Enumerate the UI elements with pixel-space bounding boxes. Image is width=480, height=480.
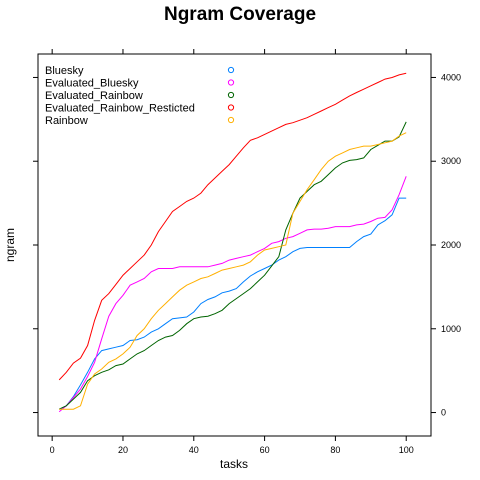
y-tick-label: 3000: [441, 156, 461, 166]
legend: BlueskyEvaluated_BlueskyEvaluated_Rainbo…: [45, 65, 235, 127]
legend-marker: [227, 79, 235, 86]
legend-label: Evaluated_Rainbow_Resticted: [45, 103, 195, 115]
legend-label: Rainbow: [45, 115, 88, 127]
legend-label: Evaluated_Bluesky: [45, 78, 139, 90]
x-axis: 0 20 40 60 80 100: [50, 49, 414, 455]
legend-marker: [227, 104, 235, 111]
y-axis-left: [33, 76, 38, 414]
y-tick-label: 2000: [441, 240, 461, 250]
legend-marker: [227, 66, 235, 74]
legend-label: Evaluated_Rainbow: [45, 90, 143, 102]
x-axis-label: tasks: [220, 457, 248, 471]
legend-marker: [227, 116, 235, 124]
series-line-evaluated-rainbow-resticted: [58, 72, 407, 381]
y-tick-label: 1000: [441, 324, 461, 334]
y-tick-label: 4000: [441, 72, 461, 82]
series-line-rainbow: [59, 132, 407, 410]
legend-label: Bluesky: [45, 65, 84, 77]
x-tick-label: 40: [189, 445, 199, 455]
x-tick-label: 60: [260, 445, 270, 455]
y-tick-label: 0: [441, 408, 446, 418]
x-tick-label: 20: [118, 445, 128, 455]
series-line-bluesky: [58, 197, 407, 410]
y-axis-right: 0 1000 2000 3000 4000: [431, 72, 461, 418]
x-tick-label: 80: [330, 445, 340, 455]
series-line-evaluated-bluesky: [58, 176, 407, 413]
chart-title: Ngram Coverage: [164, 4, 316, 25]
x-tick-label: 0: [50, 445, 55, 455]
y-axis-label: ngram: [3, 228, 17, 262]
x-tick-label: 100: [399, 445, 414, 455]
series-lines: [58, 72, 407, 413]
series-line-evaluated-rainbow: [58, 121, 407, 410]
legend-marker: [227, 91, 235, 99]
